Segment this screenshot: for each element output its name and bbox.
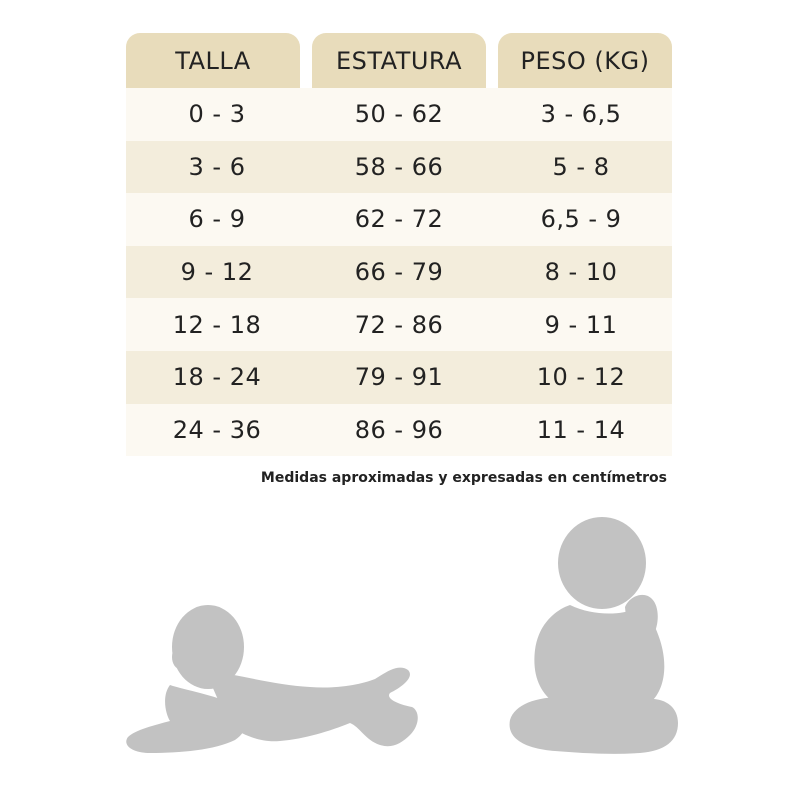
cell-estatura: 58 - 66 [354, 152, 444, 181]
table-body: 0 - 3 50 - 62 3 - 6,5 3 - 6 58 - 66 5 - … [126, 88, 672, 457]
table-row: 0 - 3 50 - 62 3 - 6,5 [126, 88, 672, 141]
table-row: 18 - 24 79 - 91 10 - 12 [126, 350, 672, 404]
cell-estatura: 62 - 72 [354, 205, 444, 234]
cell-peso: 3 - 6,5 [540, 100, 622, 129]
header-estatura: ESTATURA [312, 33, 486, 88]
cell-estatura: 86 - 96 [354, 415, 444, 444]
cell-talla: 18 - 24 [172, 363, 262, 392]
measurement-note: Medidas aproximadas y expresadas en cent… [260, 470, 667, 486]
table-row: 9 - 12 66 - 79 8 - 10 [126, 245, 672, 299]
cell-peso: 5 - 8 [552, 152, 610, 181]
size-chart-table: TALLA ESTATURA PESO (KG) 0 - 3 50 - 62 3… [126, 33, 672, 457]
cell-talla: 9 - 12 [180, 258, 254, 287]
cell-talla: 24 - 36 [172, 415, 262, 444]
table-header-row: TALLA ESTATURA PESO (KG) [126, 33, 672, 88]
cell-peso: 10 - 12 [536, 363, 626, 392]
cell-peso: 9 - 11 [544, 310, 618, 339]
cell-estatura: 50 - 62 [354, 100, 444, 129]
header-peso: PESO (KG) [498, 33, 672, 88]
cell-talla: 6 - 9 [188, 205, 246, 234]
cell-peso: 6,5 - 9 [540, 205, 622, 234]
table-row: 24 - 36 86 - 96 11 - 14 [126, 403, 672, 457]
cell-peso: 11 - 14 [536, 415, 626, 444]
table-row: 3 - 6 58 - 66 5 - 8 [126, 140, 672, 194]
cell-estatura: 66 - 79 [354, 258, 444, 287]
cell-talla: 0 - 3 [188, 100, 246, 129]
cell-peso: 8 - 10 [544, 258, 618, 287]
cell-estatura: 79 - 91 [354, 363, 444, 392]
sitting-baby-silhouette-icon [509, 517, 678, 754]
table-row: 12 - 18 72 - 86 9 - 11 [126, 298, 672, 351]
table-row: 6 - 9 62 - 72 6,5 - 9 [126, 193, 672, 246]
cell-talla: 3 - 6 [188, 152, 246, 181]
header-talla: TALLA [126, 33, 300, 88]
cell-talla: 12 - 18 [172, 310, 262, 339]
cell-estatura: 72 - 86 [354, 310, 444, 339]
lying-baby-silhouette-icon [126, 605, 418, 753]
